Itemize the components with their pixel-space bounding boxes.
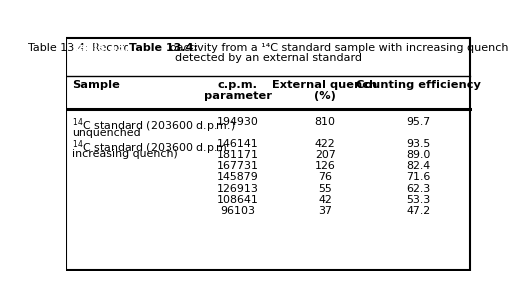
- Text: Counting efficiency: Counting efficiency: [356, 80, 481, 90]
- Text: 96103: 96103: [220, 206, 255, 216]
- Text: 194930: 194930: [216, 116, 258, 126]
- Bar: [128, 42, 169, 53]
- Text: $^{14}$C standard (203600 d.p.m.): $^{14}$C standard (203600 d.p.m.): [72, 116, 235, 135]
- Text: Table 13.4:: Table 13.4:: [72, 43, 141, 53]
- Text: 95.7: 95.7: [406, 116, 430, 126]
- Text: 181171: 181171: [216, 150, 258, 160]
- Text: detected by an external standard: detected by an external standard: [175, 53, 362, 63]
- Text: 76: 76: [318, 172, 332, 182]
- Text: 126913: 126913: [216, 184, 258, 194]
- Text: c.p.m.
parameter: c.p.m. parameter: [203, 80, 271, 101]
- Text: 126: 126: [315, 161, 335, 171]
- Text: 422: 422: [315, 139, 335, 149]
- Text: 108641: 108641: [216, 195, 258, 205]
- Text: 145879: 145879: [217, 172, 258, 182]
- Text: $^{14}$C standard (203600 d.p.m.: $^{14}$C standard (203600 d.p.m.: [72, 139, 231, 157]
- Text: Table 13.4: Recorded radioactivity from a ¹⁴C standard sample with increasing qu: Table 13.4: Recorded radioactivity from …: [28, 43, 509, 53]
- Text: Sample: Sample: [72, 80, 119, 90]
- Text: 55: 55: [318, 184, 332, 194]
- Text: 89.0: 89.0: [406, 150, 430, 160]
- Text: External quench
(%): External quench (%): [272, 80, 378, 101]
- Text: 810: 810: [314, 116, 336, 126]
- Text: 82.4: 82.4: [406, 161, 430, 171]
- Text: Table 13.4:: Table 13.4:: [128, 43, 198, 53]
- Text: unquenched: unquenched: [72, 128, 140, 138]
- Text: 71.6: 71.6: [406, 172, 430, 182]
- Text: 167731: 167731: [216, 161, 258, 171]
- Text: 146141: 146141: [217, 139, 258, 149]
- Text: increasing quench): increasing quench): [72, 149, 178, 158]
- Text: 37: 37: [318, 206, 332, 216]
- Text: 207: 207: [315, 150, 335, 160]
- Text: 53.3: 53.3: [406, 195, 430, 205]
- Text: 93.5: 93.5: [406, 139, 430, 149]
- Text: 47.2: 47.2: [406, 206, 430, 216]
- Text: 42: 42: [318, 195, 332, 205]
- Text: 62.3: 62.3: [406, 184, 430, 194]
